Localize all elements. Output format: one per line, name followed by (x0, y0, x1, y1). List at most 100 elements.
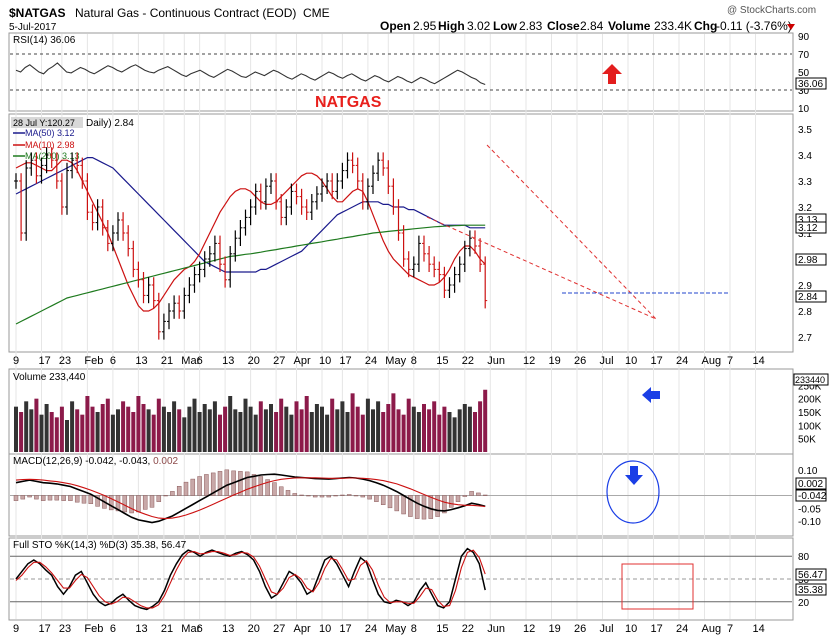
volume-bar-9 (59, 406, 64, 452)
x-tick-top-24: Jul (600, 355, 614, 367)
sto-ticks-label-2: 20 (798, 598, 810, 609)
vol-ticks-label-4: 50K (798, 435, 816, 446)
volume-bar-82 (432, 401, 437, 452)
volume-bar-80 (422, 404, 426, 452)
price-ma-line-1 (15, 159, 486, 312)
rsi-ticks-label-4: 10 (798, 104, 810, 115)
rsi-ticks-label-0: 90 (798, 32, 810, 43)
ma10-end-label: 2.98 (798, 255, 818, 266)
volume-bar-0 (14, 406, 18, 452)
x-tick-bottom-18: 15 (436, 623, 448, 635)
price-ma-line-0 (15, 157, 486, 273)
volume-bar-18 (105, 398, 110, 452)
sto-line-0 (15, 547, 486, 611)
price-ticks-label-2: 3.3 (798, 177, 812, 188)
macd-hist-end-label-box (795, 477, 827, 490)
chg-label: Chg (694, 19, 717, 33)
volume-y-axis: 250K 200K 150K 100K 50K (798, 381, 822, 445)
volume-bar-73 (386, 404, 391, 452)
volume-bar-14 (85, 396, 90, 452)
macd-hist-39 (278, 486, 284, 496)
volume-bar-86 (452, 417, 457, 452)
rsi-ticks-label-1: 70 (798, 50, 810, 61)
volume-bar-29 (161, 406, 166, 452)
volume-bar-84 (442, 406, 447, 452)
x-tick-bottom-14: 17 (339, 623, 351, 635)
x-tick-bottom-19: 22 (462, 623, 474, 635)
macd-hist-22 (163, 495, 168, 497)
macd-hist-43 (306, 495, 311, 497)
cursor-readout-bg (11, 117, 83, 128)
price-ticks-label-7: 2.8 (798, 307, 812, 318)
price-legend-title: Daily) 2.84 (86, 118, 134, 129)
macd-hist-10 (81, 495, 87, 504)
price-y-axis: 3.53.43.33.23.13.02.92.82.7 (798, 125, 812, 344)
volume-bar-89 (467, 406, 472, 452)
open-value: 2.95 (413, 19, 437, 33)
macd-hist-33 (238, 471, 243, 496)
macd-panel-frame (8, 453, 794, 537)
rsi-value-label: 36.06 (798, 79, 823, 90)
x-tick-bottom-15: 24 (365, 623, 377, 635)
x-tick-top-7: Mar (181, 355, 200, 367)
natgas-annotation: NATGAS (315, 94, 382, 111)
sto-line-1 (15, 549, 486, 609)
rsi-value-box (795, 77, 827, 90)
volume-bar-16 (95, 412, 100, 452)
rsi-title: RSI(14) 36.06 (13, 35, 76, 46)
volume-bar-67 (355, 406, 360, 452)
macd-hist-65 (455, 495, 461, 502)
sto-highlight-box (621, 563, 694, 610)
vol-ticks-label-3: 100K (798, 421, 822, 432)
volume-bar-39 (212, 401, 217, 452)
volume-bar-75 (396, 409, 401, 452)
volume-bar-69 (365, 398, 370, 452)
x-tick-bottom-1: 17 (39, 623, 51, 635)
cursor-readout: 28 Jul Y:120.27 (13, 118, 75, 128)
x-tick-bottom-6: 21 (161, 623, 173, 635)
volume-bar-88 (462, 404, 467, 452)
date-label: 5-Jul-2017 (9, 22, 57, 33)
volume-bar-41 (223, 406, 228, 452)
volume-bar-50 (269, 404, 273, 452)
volume-bar-45 (243, 398, 248, 452)
macd-hist-49 (346, 494, 352, 496)
volume-bar-53 (284, 406, 289, 452)
x-tick-bottom-16: May (385, 623, 406, 635)
x-tick-bottom-26: 17 (651, 623, 663, 635)
macd-line-0 (15, 473, 486, 524)
volume-bar-46 (248, 406, 253, 452)
x-tick-bottom-22: 19 (549, 623, 561, 635)
macd-hist-25 (183, 481, 189, 496)
macd-hist-20 (149, 495, 155, 508)
x-tick-bottom-27: 24 (676, 623, 688, 635)
macd-hist-24 (176, 486, 182, 496)
macd-hist-34 (244, 471, 250, 496)
volume-bar-7 (49, 412, 54, 452)
x-tick-bottom-29: 7 (727, 623, 733, 635)
macd-highlight-circle (606, 460, 660, 524)
x-tick-top-25: 10 (625, 355, 637, 367)
volume-bar-23 (131, 412, 136, 452)
volume-bar-24 (136, 396, 141, 452)
macd-hist-29 (210, 472, 216, 496)
macd-end-labels: 0.002-0.042 (795, 477, 827, 502)
x-tick-top-23: 26 (574, 355, 586, 367)
volume-bar-81 (427, 409, 432, 452)
volume-bar-12 (75, 409, 80, 452)
volume-bar-65 (345, 412, 350, 452)
macd-hist-48 (340, 494, 345, 496)
macd-hist-56 (394, 495, 400, 512)
volume-bar-8 (54, 417, 59, 452)
blue-left-arrow-icon (642, 387, 660, 403)
ma50-legend-label: MA(50) 3.12 (25, 128, 75, 138)
volume-bar-72 (381, 412, 386, 452)
macd-hist-51 (360, 495, 366, 498)
x-tick-top-16: May (385, 355, 406, 367)
macd-hist-7 (61, 495, 66, 501)
rsi-series (10, 53, 792, 91)
volume-bar-52 (279, 398, 284, 452)
